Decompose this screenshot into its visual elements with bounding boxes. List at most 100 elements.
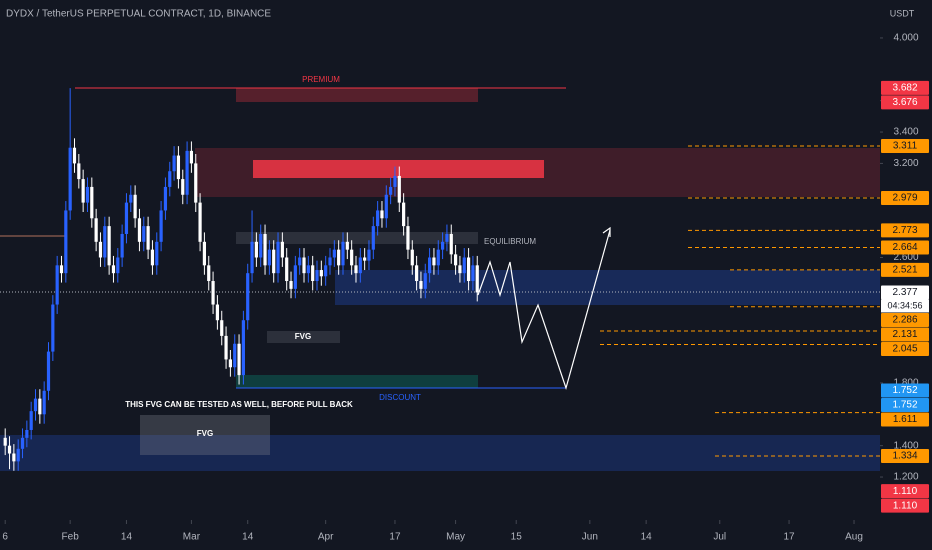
candle-body <box>77 163 81 180</box>
candle-body <box>267 249 271 266</box>
discount-zone <box>236 375 478 388</box>
price-label-box <box>881 285 929 300</box>
candle-body <box>12 453 16 462</box>
candle-body <box>319 270 323 277</box>
price-label: 1.334 <box>892 451 917 462</box>
lower-demand-zone <box>0 435 880 471</box>
candle-body <box>220 320 224 336</box>
candle-body <box>46 351 51 391</box>
price-label-box <box>881 312 929 327</box>
candle-body <box>129 194 133 203</box>
price-label: 3.676 <box>892 97 917 108</box>
candle-body <box>371 226 375 250</box>
price-label-box <box>881 240 929 255</box>
price-label: 2.979 <box>892 193 917 204</box>
candle-body <box>306 265 310 274</box>
candle-body <box>246 273 250 321</box>
candle-body <box>280 241 284 258</box>
price-label: 2.131 <box>892 329 917 340</box>
candle-body <box>233 343 237 368</box>
candle-body <box>311 265 315 282</box>
candle-body <box>289 281 293 289</box>
candle-body <box>228 359 232 368</box>
candle-body <box>358 257 362 274</box>
candle-body <box>402 202 406 227</box>
x-tick-label: May <box>446 532 465 543</box>
price-label: 1.752 <box>892 400 917 411</box>
candle-body <box>207 265 211 282</box>
candles <box>3 88 479 471</box>
x-tick-label: Mar <box>183 532 201 543</box>
y-tick-label: 1.200 <box>893 472 918 483</box>
x-tick-label: 6 <box>2 532 8 543</box>
price-label-box <box>881 449 929 464</box>
candle-body <box>410 249 414 266</box>
fvg-box <box>140 415 270 455</box>
candle-body <box>159 210 163 242</box>
note: THIS FVG CAN BE TESTED AS WELL, BEFORE P… <box>125 400 353 409</box>
price-label-box <box>881 383 929 398</box>
candle-body <box>415 265 419 282</box>
price-label-box <box>881 191 929 206</box>
candle-body <box>116 257 120 274</box>
candle-body <box>302 257 306 274</box>
candle-body <box>189 150 194 164</box>
price-label: 1.752 <box>892 385 917 396</box>
x-tick-label: 15 <box>511 532 523 543</box>
candle-body <box>224 335 228 360</box>
candle-body <box>332 249 336 258</box>
candle-body <box>324 265 328 277</box>
candle-body <box>181 179 185 195</box>
candle-body <box>436 249 440 266</box>
candle-body <box>202 241 207 266</box>
candle-body <box>259 233 263 258</box>
candle-body <box>111 265 116 274</box>
equilibrium-label: EQUILIBRIUM <box>484 237 536 246</box>
candle-body <box>423 273 427 289</box>
candle-body <box>237 343 241 376</box>
candle-body <box>384 194 388 219</box>
price-label-box <box>881 327 929 342</box>
x-tick-label: 14 <box>121 532 133 543</box>
candle-body <box>241 320 245 376</box>
price-label: 3.682 <box>892 82 917 93</box>
candle-body <box>428 257 432 274</box>
chart-title: DYDX / TetherUS PERPETUAL CONTRACT, 1D, … <box>6 9 271 20</box>
candle-body <box>367 249 371 261</box>
candle-body <box>471 265 475 282</box>
x-tick-label: Apr <box>318 532 334 543</box>
candle-body <box>81 179 85 203</box>
price-label-box <box>881 262 929 277</box>
candle-body <box>363 257 367 261</box>
price-label: 2.773 <box>892 225 917 236</box>
candle-body <box>185 150 189 195</box>
price-label-box <box>881 95 929 110</box>
price-label: 1.611 <box>893 414 918 425</box>
price-label: 2.045 <box>892 344 917 355</box>
candle-body <box>38 398 42 415</box>
candle-body <box>458 265 462 274</box>
candle-body <box>98 241 103 258</box>
price-label-box <box>881 484 929 499</box>
candle-body <box>55 265 59 305</box>
price-label-box <box>881 341 929 356</box>
price-label-box <box>881 223 929 238</box>
candle-body <box>150 249 155 266</box>
order-block <box>253 160 544 178</box>
candle-body <box>432 257 436 266</box>
candle-body <box>453 254 458 266</box>
candle-body <box>341 241 345 266</box>
candle-body <box>59 265 64 274</box>
x-tick-label: 14 <box>242 532 254 543</box>
y-tick-label: 2.600 <box>893 252 918 263</box>
countdown: 04:34:56 <box>887 300 922 310</box>
candle-body <box>254 241 258 258</box>
candle-body <box>72 147 77 164</box>
candle-body <box>3 437 7 446</box>
candle-body <box>462 257 466 274</box>
x-tick-label: 17 <box>389 532 401 543</box>
x-tick-label: 17 <box>783 532 795 543</box>
candle-body <box>133 194 137 219</box>
